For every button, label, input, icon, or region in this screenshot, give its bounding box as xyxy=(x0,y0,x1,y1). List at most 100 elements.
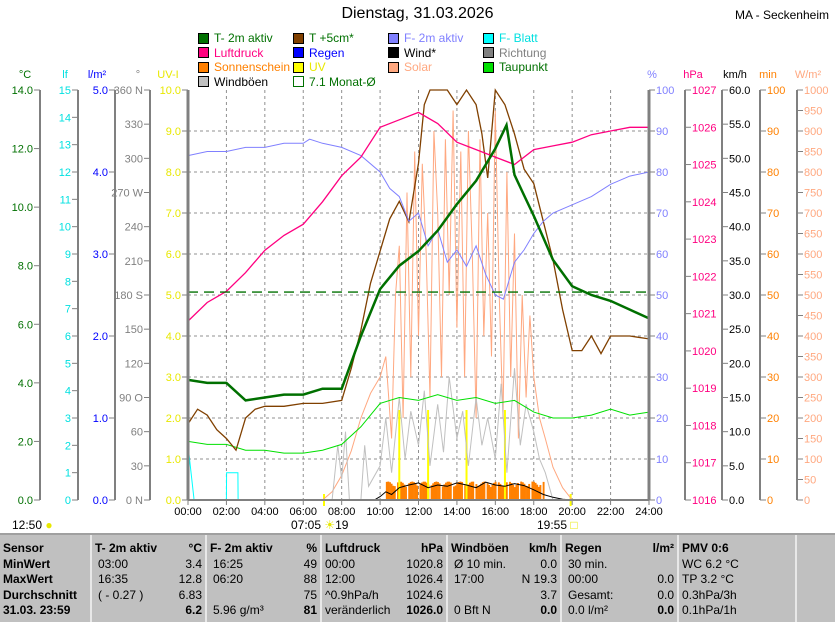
legend-label: Sonnenschein xyxy=(214,60,291,74)
axis-tick-label: 70 xyxy=(656,208,668,220)
legend-item: Luftdruck xyxy=(198,46,263,60)
cell-value: % xyxy=(306,541,317,555)
x-tick-label: 22:00 xyxy=(597,506,625,518)
table-row: 03:00 3.4 xyxy=(95,557,202,573)
sunshine-bar xyxy=(421,482,423,500)
table-row: 30 min. xyxy=(565,557,674,573)
axis-tick-label: 0 xyxy=(804,495,810,507)
legend-label: F- 2m aktiv xyxy=(404,31,464,45)
axis-tick-label: 60 xyxy=(131,427,143,439)
axis-tick-label: 90 xyxy=(656,126,668,138)
cell-label: F- 2m aktiv xyxy=(210,541,273,555)
cell-value: 81 xyxy=(303,603,317,617)
cell-value: hPa xyxy=(420,541,443,555)
chart-title: Dienstag, 31.03.2026 xyxy=(341,5,494,22)
sunshine-bar xyxy=(475,484,478,500)
cell-value: 0.0 xyxy=(657,587,674,602)
sunshine-bar xyxy=(456,483,459,500)
sunshine-bar xyxy=(390,483,393,500)
axis-tick-label: 550 xyxy=(804,270,822,282)
sunshine-bar xyxy=(517,483,519,500)
sunrise-time: 07:05 xyxy=(291,518,322,532)
axis-tick-label: 10 xyxy=(59,222,71,234)
cell-label xyxy=(210,588,213,604)
cell-value: 1026.4 xyxy=(406,572,443,586)
legend-swatch-icon xyxy=(198,47,209,58)
table-column-empty xyxy=(795,535,835,622)
legend-swatch-icon xyxy=(483,47,494,58)
legend-item: F- Blatt xyxy=(483,31,538,45)
axis-tick-label: 80 xyxy=(656,167,668,179)
sunshine-bar xyxy=(409,481,412,500)
axis-tick-label: 850 xyxy=(804,147,822,159)
sunshine-bar xyxy=(405,486,407,500)
series-taupunkt xyxy=(187,394,650,454)
axis-tick-label: 30 xyxy=(767,372,779,384)
sunshine-bar xyxy=(509,481,511,500)
sunshine-bar xyxy=(430,485,433,500)
sunshine-bar xyxy=(457,482,460,500)
axis-tick-label: 30.0 xyxy=(729,290,750,302)
cell-label: 16:25 xyxy=(213,556,244,571)
sunshine-bar xyxy=(459,481,462,500)
axis-tick-label: 8.0 xyxy=(18,261,33,273)
x-tick-label: 20:00 xyxy=(558,506,586,518)
sunshine-bar xyxy=(414,483,417,500)
cell-label: 00:00 xyxy=(325,556,356,571)
legend-item: 7.1 Monat-Ø xyxy=(293,75,376,89)
sunshine-bar xyxy=(453,486,455,500)
axis-tick-label: 1020 xyxy=(692,346,716,358)
sunshine-bar xyxy=(435,481,438,500)
table-row: 0.1hPa/1h xyxy=(682,603,792,619)
cell-label: TP 3.2 °C xyxy=(682,572,734,586)
legend-item: Sonnenschein xyxy=(198,60,290,74)
cell-label: Windböen xyxy=(451,541,509,555)
sunshine-bar xyxy=(424,481,427,500)
sunshine-bar xyxy=(521,482,524,500)
sunshine-bar xyxy=(437,482,439,500)
axis-tick-label: 3.0 xyxy=(93,249,108,261)
legend-swatch-icon xyxy=(388,47,399,58)
axis-tick-label: 20 xyxy=(656,413,668,425)
axis-tick-label: 1017 xyxy=(692,458,716,470)
axis-tick-label: 60 xyxy=(767,249,779,261)
table-header: Sensor xyxy=(3,541,87,557)
legend-swatch-icon xyxy=(198,32,209,44)
cell-value: l/m² xyxy=(652,541,674,555)
axis-tick-label: 3 xyxy=(65,413,71,425)
axis-tick-label: 100 xyxy=(656,85,674,97)
sunshine-bar xyxy=(422,481,425,500)
cell-label: ( - 0.27 ) xyxy=(98,587,144,602)
axis-unit-T: °C xyxy=(19,69,31,81)
sunshine-bar xyxy=(534,482,537,500)
table-column: Windböen km/h Ø 10 min. 0.0 17:00 N 19.3 3.7 0 … xyxy=(446,535,560,622)
sunshine-bar xyxy=(470,481,473,500)
axis-tick-label: 1.0 xyxy=(93,413,108,425)
axis-tick-label: 1.0 xyxy=(166,454,181,466)
legend-swatch-icon xyxy=(198,76,209,87)
sunshine-bar xyxy=(542,481,545,500)
cell-label: 00:00 xyxy=(568,572,599,586)
axis-tick-label: 13 xyxy=(59,140,71,152)
axis-tick-label: 0 xyxy=(767,495,773,507)
series-solar xyxy=(188,110,649,501)
series-f-blatt xyxy=(187,445,649,501)
axis-tick-label: 800 xyxy=(804,167,822,179)
cell-label: Durchschnitt xyxy=(3,587,78,602)
cell-value: 3.4 xyxy=(185,556,202,571)
sunset-icon: □ xyxy=(567,518,578,532)
table-row: WC 6.2 °C xyxy=(682,557,792,573)
sunshine-bar xyxy=(528,483,531,500)
table-header: T- 2m aktiv °C xyxy=(95,541,202,557)
axis-tick-label: 2 xyxy=(65,440,71,452)
cell-value: 0.0 xyxy=(540,556,557,571)
axis-tick-label: 2.0 xyxy=(166,413,181,425)
sunshine-bar xyxy=(454,485,457,500)
axis-tick-label: 100 xyxy=(767,85,785,97)
axis-tick-label: 1021 xyxy=(692,309,716,321)
cell-value: 1026.0 xyxy=(406,603,443,617)
current-time: 12:50 ● xyxy=(12,519,53,532)
x-tick-label: 04:00 xyxy=(251,506,279,518)
sunshine-bar xyxy=(520,481,523,500)
axis-tick-label: 40 xyxy=(656,331,668,343)
